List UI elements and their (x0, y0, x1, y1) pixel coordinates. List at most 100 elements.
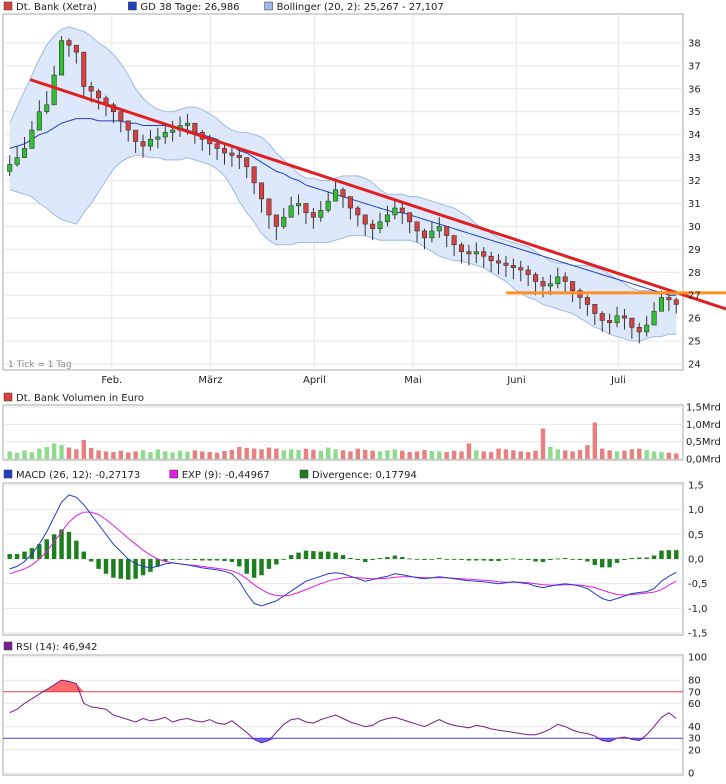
candle (466, 251, 472, 255)
y-tick-label: 25 (688, 337, 701, 348)
divergence-bar (200, 559, 205, 561)
divergence-bar (407, 558, 412, 560)
volume-bar (177, 450, 183, 459)
x-tick-label: Juli (610, 375, 626, 386)
y-tick-label: 29 (688, 245, 701, 256)
volume-bar (614, 451, 620, 459)
volume-bar (66, 447, 72, 459)
legend-label: Bollinger (20, 2): 25,267 - 27,107 (277, 2, 444, 13)
legend-label: EXP (9): -0,44967 (182, 470, 270, 481)
candle (414, 221, 420, 232)
volume-bar (348, 451, 353, 459)
y-tick-label: 26 (688, 314, 701, 325)
divergence-bar (74, 540, 79, 559)
divergence-bar (192, 559, 198, 560)
legend-swatch (264, 1, 273, 11)
divergence-bar (44, 539, 49, 559)
macd-line (9, 494, 677, 607)
legend-swatch (3, 469, 13, 479)
candle (59, 40, 65, 76)
y-tick-label: 35 (688, 107, 701, 118)
volume-bar (37, 448, 42, 459)
divergence-bar (525, 559, 531, 560)
candle (7, 164, 13, 172)
divergence-bar (207, 559, 212, 561)
candle (251, 166, 257, 184)
divergence-bar (185, 559, 190, 560)
volume-bar (88, 447, 94, 459)
candle (429, 230, 435, 239)
divergence-bar (237, 559, 242, 567)
volume-bar (222, 451, 227, 459)
volume-bar (644, 449, 649, 459)
volume-bar (659, 452, 664, 459)
volume-bar (451, 450, 457, 459)
candle (518, 267, 524, 271)
divergence-bar (148, 559, 153, 572)
divergence-bar (170, 559, 175, 560)
candle (310, 212, 316, 218)
volume-bar (325, 447, 331, 459)
macd-divergence-bars (7, 529, 679, 580)
volume-bar (666, 452, 672, 459)
divergence-bar (666, 550, 672, 559)
divergence-bar (362, 559, 368, 562)
volume-bar (385, 450, 390, 459)
candle (392, 207, 398, 216)
candle (288, 205, 294, 218)
divergence-bar (311, 551, 316, 559)
candle (644, 324, 650, 333)
candle (340, 189, 346, 197)
candle (421, 230, 427, 239)
candle (525, 269, 531, 275)
candle (533, 274, 539, 282)
divergence-bar (496, 559, 501, 561)
volume-bar (355, 448, 361, 459)
y-tick-label: 31 (688, 199, 701, 210)
divergence-bar (570, 559, 575, 560)
volume-bar (281, 450, 286, 459)
divergence-bar (488, 559, 494, 561)
volume-bar (74, 449, 79, 459)
y-tick-label: 38 (688, 38, 701, 49)
volume-bar (207, 452, 212, 459)
candle (118, 111, 124, 122)
candle (614, 315, 620, 324)
y-tick-label: 70 (688, 687, 701, 698)
volume-bar (637, 448, 642, 459)
volume-bar (414, 451, 420, 459)
divergence-bar (281, 559, 286, 560)
divergence-bar (592, 559, 598, 565)
volume-bar (674, 453, 679, 459)
candle (88, 86, 94, 92)
volume-bar (622, 450, 627, 459)
volume-bar (51, 443, 57, 459)
candle (399, 207, 405, 213)
divergence-bar (259, 559, 264, 576)
divergence-bar (274, 559, 279, 565)
legend-label: Dt. Bank (Xetra) (16, 2, 97, 13)
candle (325, 200, 331, 211)
legend-swatch (3, 392, 13, 402)
volume-bar (311, 449, 316, 459)
candle (592, 304, 598, 314)
volume-bar (503, 449, 509, 459)
volume-bar (488, 452, 494, 459)
divergence-bar (607, 559, 612, 568)
candle (192, 122, 198, 133)
divergence-bar (103, 559, 109, 574)
volume-bar (170, 452, 175, 459)
divergence-bar (355, 559, 361, 560)
candle (273, 214, 279, 227)
divergence-bar (222, 559, 227, 561)
volume-bar (29, 452, 35, 459)
volume-bar (140, 450, 146, 459)
y-tick-label: 0,0Mrd (686, 455, 721, 466)
legend-swatch (3, 641, 13, 651)
volume-bar (133, 451, 138, 459)
volume-bar (44, 446, 49, 459)
volume-bar (155, 449, 161, 459)
candle (540, 281, 546, 287)
volume-bar (459, 451, 464, 459)
volume-bar (377, 451, 383, 459)
